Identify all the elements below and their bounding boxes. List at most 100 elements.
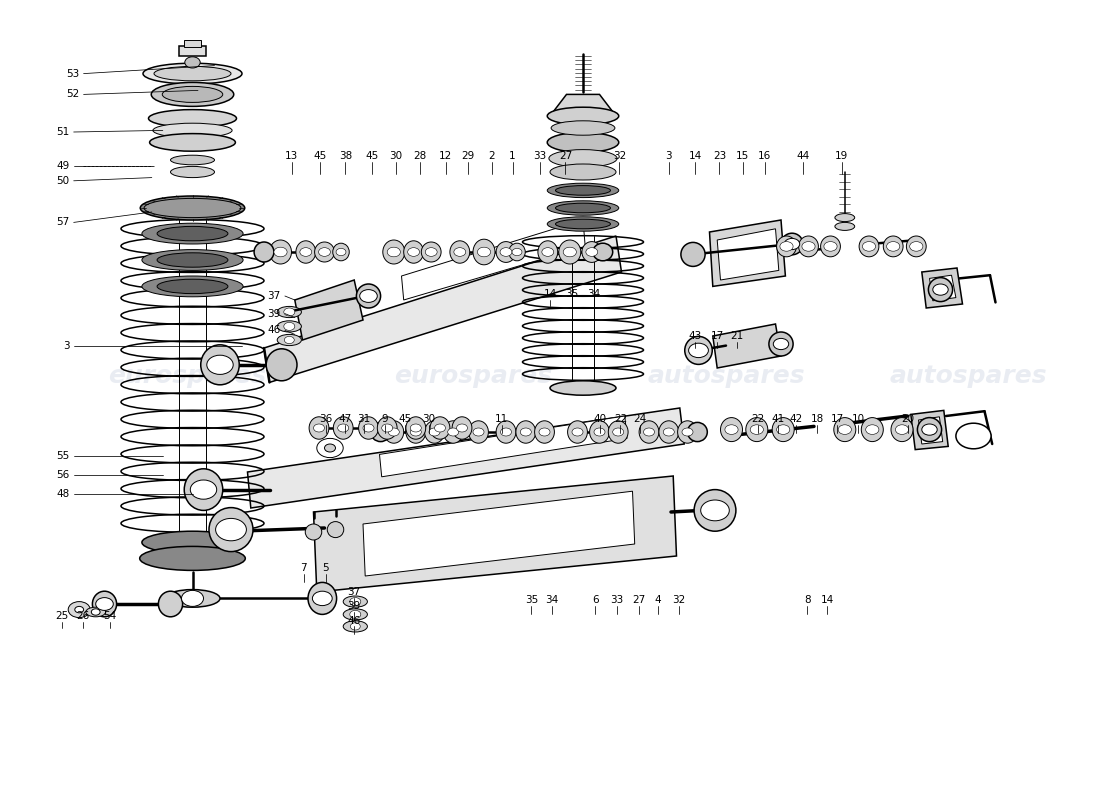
Circle shape	[410, 428, 421, 436]
Ellipse shape	[772, 418, 794, 442]
Text: 55: 55	[56, 451, 69, 461]
Ellipse shape	[508, 243, 526, 261]
Text: 4: 4	[654, 595, 661, 605]
Ellipse shape	[551, 121, 615, 135]
Ellipse shape	[371, 422, 390, 442]
Circle shape	[350, 622, 361, 630]
Text: 38: 38	[339, 151, 352, 161]
Ellipse shape	[359, 417, 378, 439]
Circle shape	[701, 500, 729, 521]
Circle shape	[563, 247, 576, 257]
Ellipse shape	[143, 63, 242, 84]
Ellipse shape	[590, 421, 609, 443]
Text: 17: 17	[711, 331, 724, 341]
Text: 42: 42	[790, 414, 803, 424]
Polygon shape	[930, 275, 956, 301]
Polygon shape	[713, 324, 781, 368]
Ellipse shape	[86, 607, 106, 617]
Ellipse shape	[157, 226, 228, 241]
Ellipse shape	[608, 421, 628, 443]
Ellipse shape	[170, 166, 214, 178]
Ellipse shape	[309, 417, 329, 439]
Text: 13: 13	[285, 151, 298, 161]
Text: 22: 22	[614, 414, 627, 424]
Polygon shape	[717, 229, 779, 280]
Text: 36: 36	[319, 414, 332, 424]
Ellipse shape	[406, 417, 426, 439]
Text: 14: 14	[821, 595, 834, 605]
Ellipse shape	[859, 236, 879, 257]
Circle shape	[802, 242, 815, 251]
Ellipse shape	[404, 241, 424, 263]
Circle shape	[338, 424, 349, 432]
Circle shape	[336, 248, 345, 256]
Text: 45: 45	[365, 151, 378, 161]
Ellipse shape	[142, 223, 243, 244]
Circle shape	[350, 610, 361, 618]
Circle shape	[838, 425, 851, 434]
Text: autospares: autospares	[889, 364, 1047, 388]
Text: 17: 17	[830, 414, 844, 424]
Bar	[184, 40, 201, 47]
Ellipse shape	[142, 531, 243, 554]
Text: 21: 21	[730, 331, 744, 341]
Ellipse shape	[443, 421, 463, 443]
Ellipse shape	[142, 276, 243, 297]
Circle shape	[216, 518, 246, 541]
Ellipse shape	[308, 582, 337, 614]
Text: 5: 5	[322, 563, 329, 573]
Text: 43: 43	[689, 331, 702, 341]
Text: 10: 10	[851, 414, 865, 424]
Text: 6: 6	[592, 595, 598, 605]
Ellipse shape	[152, 82, 233, 106]
Text: 34: 34	[587, 290, 601, 299]
Ellipse shape	[469, 421, 488, 443]
Circle shape	[539, 428, 550, 436]
Text: 7: 7	[300, 563, 307, 573]
Ellipse shape	[277, 334, 301, 346]
Circle shape	[382, 424, 393, 432]
Ellipse shape	[421, 242, 441, 262]
Polygon shape	[379, 416, 627, 477]
Text: 30: 30	[389, 151, 403, 161]
Ellipse shape	[343, 609, 367, 620]
Circle shape	[75, 606, 84, 613]
Ellipse shape	[254, 242, 274, 262]
Ellipse shape	[694, 490, 736, 531]
Text: 35: 35	[565, 290, 579, 299]
Circle shape	[586, 248, 597, 256]
Text: eurospares: eurospares	[394, 364, 552, 388]
Circle shape	[190, 480, 217, 499]
Circle shape	[429, 428, 440, 436]
Text: 46: 46	[267, 326, 280, 335]
Ellipse shape	[425, 421, 444, 443]
Ellipse shape	[343, 621, 367, 632]
Text: 34: 34	[546, 595, 559, 605]
Circle shape	[512, 248, 522, 256]
Ellipse shape	[158, 591, 183, 617]
Ellipse shape	[548, 217, 618, 231]
Circle shape	[408, 248, 419, 256]
Text: 24: 24	[634, 414, 647, 424]
Circle shape	[426, 248, 437, 256]
Text: 33: 33	[534, 151, 547, 161]
Text: 46: 46	[348, 616, 361, 626]
Text: 37: 37	[267, 291, 280, 301]
Ellipse shape	[538, 241, 558, 263]
Text: 20: 20	[901, 414, 914, 424]
Ellipse shape	[377, 417, 397, 439]
Ellipse shape	[928, 278, 953, 302]
Ellipse shape	[834, 418, 856, 442]
Polygon shape	[363, 491, 635, 576]
Ellipse shape	[170, 155, 214, 165]
Ellipse shape	[266, 349, 297, 381]
Ellipse shape	[200, 345, 240, 385]
Ellipse shape	[688, 422, 707, 442]
Circle shape	[773, 338, 789, 350]
Circle shape	[520, 428, 531, 436]
Text: 40: 40	[593, 414, 606, 424]
Ellipse shape	[548, 183, 618, 198]
Text: 39: 39	[348, 602, 361, 611]
Circle shape	[182, 590, 204, 606]
Ellipse shape	[548, 201, 618, 215]
